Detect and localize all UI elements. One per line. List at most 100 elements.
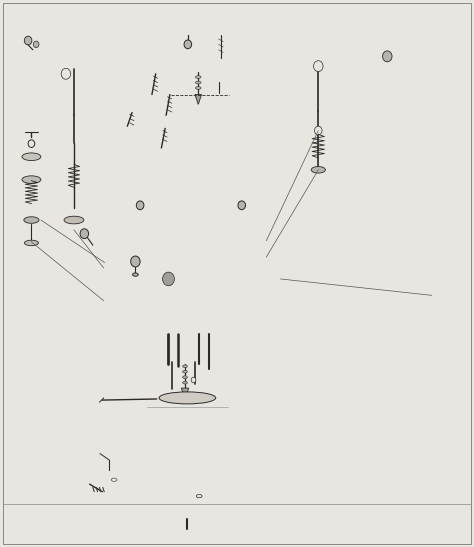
Ellipse shape bbox=[159, 392, 216, 404]
Text: 5: 5 bbox=[15, 161, 21, 170]
Circle shape bbox=[61, 68, 71, 79]
Text: 18: 18 bbox=[379, 100, 390, 109]
Ellipse shape bbox=[156, 385, 218, 401]
Text: 26: 26 bbox=[209, 309, 220, 317]
Text: 4A: 4A bbox=[62, 149, 74, 158]
Text: 2: 2 bbox=[19, 56, 25, 65]
Bar bbox=[134, 419, 241, 465]
Ellipse shape bbox=[311, 166, 325, 173]
Text: 1: 1 bbox=[27, 40, 32, 49]
Circle shape bbox=[24, 36, 32, 45]
Ellipse shape bbox=[64, 209, 84, 218]
Ellipse shape bbox=[111, 478, 117, 481]
Circle shape bbox=[159, 115, 171, 129]
Text: 29: 29 bbox=[222, 374, 233, 383]
Polygon shape bbox=[265, 235, 280, 323]
Bar bbox=[64, 212, 83, 220]
Text: 7: 7 bbox=[13, 193, 19, 202]
Text: 31: 31 bbox=[216, 395, 227, 405]
Text: 12A: 12A bbox=[193, 67, 211, 76]
Ellipse shape bbox=[169, 383, 174, 395]
Circle shape bbox=[132, 195, 149, 215]
Text: 8B: 8B bbox=[5, 216, 17, 224]
Ellipse shape bbox=[24, 217, 39, 223]
Ellipse shape bbox=[195, 86, 201, 89]
Text: 34: 34 bbox=[91, 464, 103, 473]
Circle shape bbox=[214, 70, 224, 82]
Text: 16: 16 bbox=[301, 29, 312, 38]
Ellipse shape bbox=[22, 210, 41, 219]
Ellipse shape bbox=[180, 525, 195, 531]
Polygon shape bbox=[104, 235, 265, 334]
Ellipse shape bbox=[310, 126, 327, 136]
Polygon shape bbox=[180, 21, 195, 34]
Text: 14: 14 bbox=[225, 32, 236, 40]
Ellipse shape bbox=[219, 261, 245, 296]
Text: 28: 28 bbox=[212, 355, 224, 364]
Bar bbox=[147, 394, 228, 421]
Ellipse shape bbox=[182, 365, 187, 368]
Ellipse shape bbox=[105, 264, 114, 272]
Ellipse shape bbox=[134, 455, 241, 476]
Polygon shape bbox=[179, 506, 196, 519]
Circle shape bbox=[83, 469, 96, 484]
Ellipse shape bbox=[64, 118, 83, 126]
Text: 27: 27 bbox=[206, 335, 218, 345]
Ellipse shape bbox=[105, 305, 114, 313]
Circle shape bbox=[314, 61, 323, 72]
Ellipse shape bbox=[182, 370, 187, 373]
Ellipse shape bbox=[147, 412, 228, 429]
Polygon shape bbox=[341, 44, 398, 89]
Text: 30: 30 bbox=[85, 394, 96, 404]
Ellipse shape bbox=[188, 375, 200, 385]
Ellipse shape bbox=[194, 59, 202, 71]
Text: 12B: 12B bbox=[222, 79, 239, 88]
Circle shape bbox=[38, 43, 55, 62]
Ellipse shape bbox=[309, 122, 328, 131]
Ellipse shape bbox=[182, 376, 187, 379]
Circle shape bbox=[80, 229, 89, 238]
Text: 35: 35 bbox=[208, 496, 219, 504]
Ellipse shape bbox=[108, 476, 120, 483]
Text: 4B: 4B bbox=[9, 146, 21, 155]
Polygon shape bbox=[118, 197, 265, 235]
Circle shape bbox=[28, 140, 35, 148]
Polygon shape bbox=[47, 66, 83, 82]
Polygon shape bbox=[306, 60, 329, 74]
Ellipse shape bbox=[22, 153, 41, 161]
Circle shape bbox=[137, 201, 144, 210]
Circle shape bbox=[126, 98, 138, 113]
Text: 36: 36 bbox=[224, 508, 235, 517]
Circle shape bbox=[238, 201, 246, 210]
Text: 24: 24 bbox=[147, 309, 158, 317]
Text: 33: 33 bbox=[109, 479, 120, 488]
Text: 11: 11 bbox=[148, 90, 160, 99]
Text: 37: 37 bbox=[435, 295, 446, 304]
Ellipse shape bbox=[191, 377, 196, 382]
Text: 8A: 8A bbox=[62, 216, 74, 224]
Ellipse shape bbox=[227, 271, 238, 287]
Text: 10: 10 bbox=[152, 62, 164, 71]
Text: 19: 19 bbox=[354, 127, 366, 136]
Ellipse shape bbox=[134, 409, 241, 429]
Ellipse shape bbox=[176, 365, 182, 381]
Ellipse shape bbox=[65, 188, 82, 195]
Circle shape bbox=[383, 51, 392, 62]
Circle shape bbox=[150, 61, 161, 74]
Ellipse shape bbox=[22, 176, 41, 183]
Ellipse shape bbox=[64, 138, 83, 147]
Ellipse shape bbox=[182, 381, 187, 384]
Text: 13: 13 bbox=[185, 25, 197, 33]
Polygon shape bbox=[117, 186, 268, 257]
Ellipse shape bbox=[155, 264, 182, 294]
Circle shape bbox=[33, 41, 39, 48]
Ellipse shape bbox=[24, 240, 38, 246]
Text: 25: 25 bbox=[147, 323, 159, 331]
Ellipse shape bbox=[309, 160, 328, 169]
Text: 3: 3 bbox=[83, 111, 89, 120]
Text: 6: 6 bbox=[13, 175, 19, 184]
Text: 15: 15 bbox=[229, 90, 241, 99]
Ellipse shape bbox=[64, 138, 83, 146]
Polygon shape bbox=[19, 137, 43, 149]
Text: 11: 11 bbox=[143, 126, 154, 135]
